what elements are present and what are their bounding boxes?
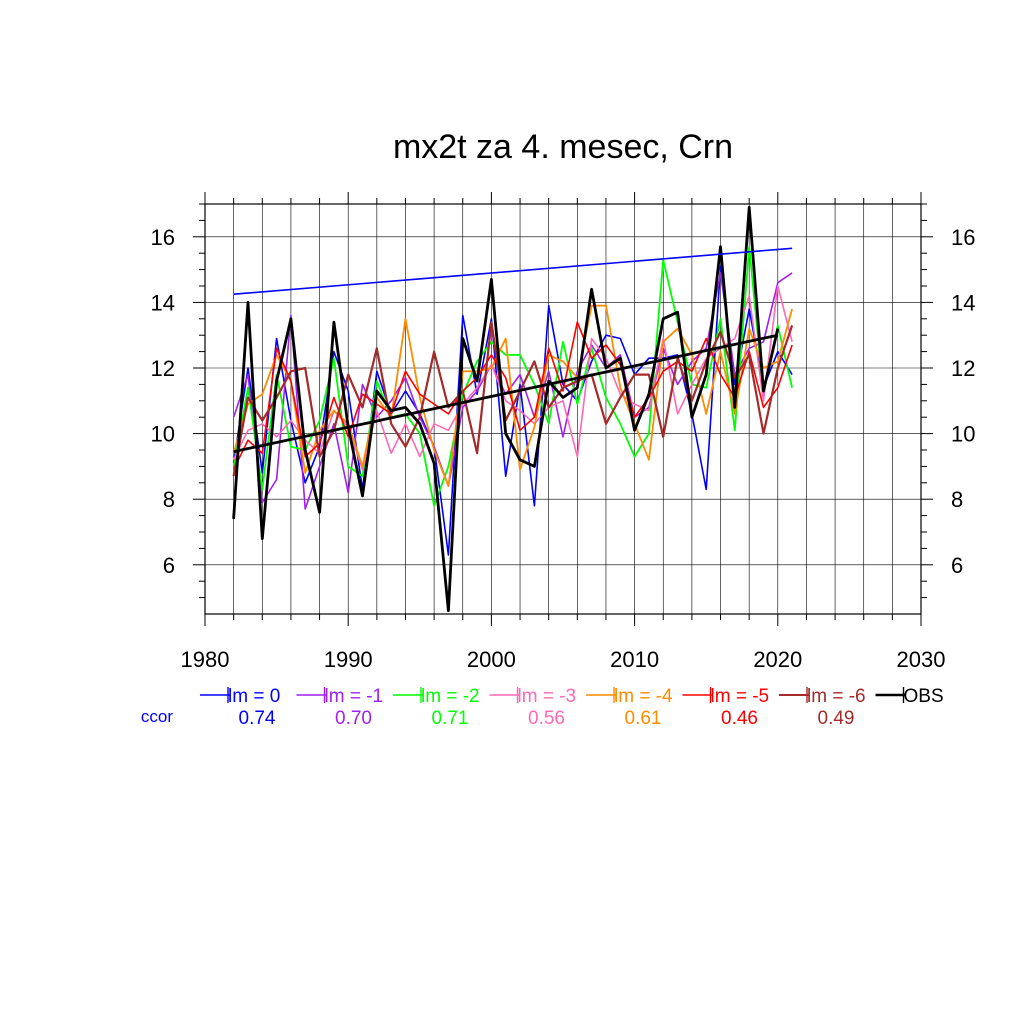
ccor-value-4: 0.61: [625, 708, 662, 729]
trend-line-1: [233, 333, 779, 454]
trend-lines: [233, 247, 793, 454]
y-tick-label-right: 10: [951, 422, 975, 447]
y-tick-label-right: 8: [951, 487, 963, 512]
y-tick-label-left: 14: [151, 290, 175, 315]
chart-title: mx2t za 4. mesec, Crn: [393, 128, 733, 166]
ccor-value-5: 0.46: [721, 708, 758, 729]
ccor-value-2: 0.71: [432, 708, 469, 729]
ccor-value-1: 0.70: [335, 708, 372, 729]
y-tick-label-left: 8: [163, 487, 175, 512]
x-tick-label: 2030: [897, 647, 946, 672]
y-tick-label-right: 14: [951, 290, 975, 315]
grid: [205, 204, 921, 614]
y-tick-label-right: 12: [951, 356, 975, 381]
x-tick-label: 1980: [181, 647, 230, 672]
legend-label-6: lm = -6: [807, 686, 866, 707]
legend-label-1: lm = -1: [325, 686, 384, 707]
plot-frame: [204, 203, 922, 615]
x-tick-label: 1990: [324, 647, 373, 672]
ccor-value-0: 0.74: [239, 708, 276, 729]
series-line-6: [232, 321, 794, 477]
series-line-7: [232, 205, 780, 613]
legend-label-2: lm = -2: [421, 686, 480, 707]
legend-label-4: lm = -4: [614, 686, 673, 707]
legend-label-5: lm = -5: [711, 686, 770, 707]
x-tick-label: 2020: [753, 647, 802, 672]
ccor-label: ccor: [141, 707, 173, 726]
series-group: [232, 205, 794, 613]
ccor-value-6: 0.49: [818, 708, 855, 729]
x-tick-label: 2010: [610, 647, 659, 672]
ccor-value-3: 0.56: [528, 708, 565, 729]
legend-label-0: lm = 0: [228, 686, 280, 707]
y-tick-label-left: 16: [151, 225, 175, 250]
legend-label-3: lm = -3: [518, 686, 577, 707]
tick-labels: 1980 1990 2000 2010 2020 2030 6 6 8 8 10 10 12 12 14 14…: [151, 225, 976, 672]
y-tick-label-right: 16: [951, 225, 975, 250]
y-tick-label-left: 10: [151, 422, 175, 447]
axis-ticks: [193, 192, 933, 626]
y-tick-label-right: 6: [951, 553, 963, 578]
y-tick-label-left: 12: [151, 356, 175, 381]
x-tick-label: 2000: [467, 647, 516, 672]
trend-line-0: [233, 247, 793, 295]
y-tick-label-left: 6: [163, 553, 175, 578]
legend-label-7: OBS: [904, 686, 944, 707]
